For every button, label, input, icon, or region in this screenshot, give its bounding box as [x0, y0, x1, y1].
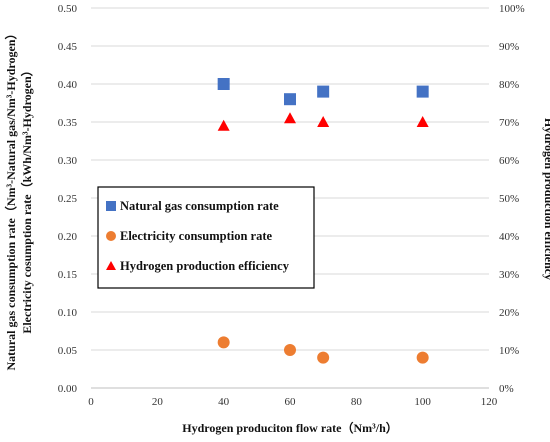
x-tick-label: 100: [414, 396, 431, 408]
y-right-tick-label: 50%: [499, 193, 519, 205]
y-left-tick-label: 0.50: [58, 3, 78, 15]
legend-label-electricity: Electricity consumption rate: [120, 229, 273, 243]
y-left-tick-label: 0.05: [58, 345, 78, 357]
y-left-tick-label: 0.35: [58, 117, 78, 129]
x-tick-label: 60: [285, 396, 297, 408]
y-left-tick-label: 0.10: [58, 307, 78, 319]
electricity-point: [284, 344, 296, 356]
y-left-axis-title-line1: Natural gas consumption rate（Nm³-Natural…: [3, 28, 18, 371]
x-tick-label: 80: [351, 396, 363, 408]
y-left-tick-label: 0.30: [58, 155, 78, 167]
y-right-axis-title: Hydrogen production efficiency: [542, 118, 550, 280]
y-left-tick-label: 0.00: [58, 383, 78, 395]
y-left-axis-title-line2: Electricity cosumption rate（kWh/Nm³-Hydr…: [19, 64, 34, 333]
y-right-tick-label: 30%: [499, 269, 519, 281]
natural-gas-point: [416, 85, 429, 98]
efficiency-point: [416, 116, 429, 127]
electricity-point: [416, 351, 429, 364]
efficiency-point: [284, 112, 296, 124]
y-left-tick-label: 0.40: [58, 79, 78, 91]
y-left-tick-label: 0.20: [58, 231, 78, 243]
legend-label-efficiency: Hydrogen production efficiency: [120, 259, 290, 273]
y-right-tick-labels: 0% 10% 20% 30% 40% 50% 60% 70% 80% 90% 100%: [499, 3, 525, 395]
legend-label-natural-gas: Natural gas consumption rate: [120, 199, 279, 213]
natural-gas-point: [217, 78, 230, 90]
legend-circle-marker: [106, 231, 116, 241]
legend-box: [97, 186, 315, 289]
x-tick-labels: 0 20 40 60 80 100 120: [88, 396, 498, 408]
y-right-tick-label: 40%: [499, 231, 519, 243]
electricity-point: [217, 336, 230, 349]
y-left-tick-label: 0.25: [58, 193, 78, 205]
efficiency-point: [317, 116, 330, 127]
y-right-tick-label: 70%: [499, 117, 519, 129]
x-tick-label: 0: [88, 396, 94, 408]
y-right-tick-label: 60%: [499, 155, 519, 167]
electricity-point: [317, 351, 330, 364]
x-tick-label: 120: [481, 396, 498, 408]
y-right-tick-label: 90%: [499, 41, 519, 53]
data-marks: [217, 78, 429, 364]
y-right-tick-label: 10%: [499, 345, 519, 357]
y-right-tick-label: 0%: [499, 383, 514, 395]
efficiency-point: [217, 119, 230, 131]
legend: Natural gas consumption rate Electricity…: [97, 186, 315, 289]
x-tick-label: 20: [152, 396, 164, 408]
natural-gas-point: [317, 85, 330, 98]
x-axis-title: Hydrogen produciton flow rate（Nm³/h）: [182, 420, 398, 435]
y-left-tick-label: 0.15: [58, 269, 78, 281]
x-tick-label: 40: [218, 396, 230, 408]
legend-triangle-marker: [106, 261, 116, 270]
gridlines: [91, 7, 489, 351]
natural-gas-point: [284, 93, 296, 106]
legend-square-marker: [106, 201, 116, 211]
y-right-tick-label: 100%: [499, 3, 525, 15]
y-left-tick-labels: 0.00 0.05 0.10 0.15 0.20 0.25 0.30 0.35 0.40 0.45…: [58, 3, 78, 395]
y-left-tick-label: 0.45: [58, 41, 78, 53]
y-right-tick-label: 80%: [499, 79, 519, 91]
y-right-tick-label: 20%: [499, 307, 519, 319]
